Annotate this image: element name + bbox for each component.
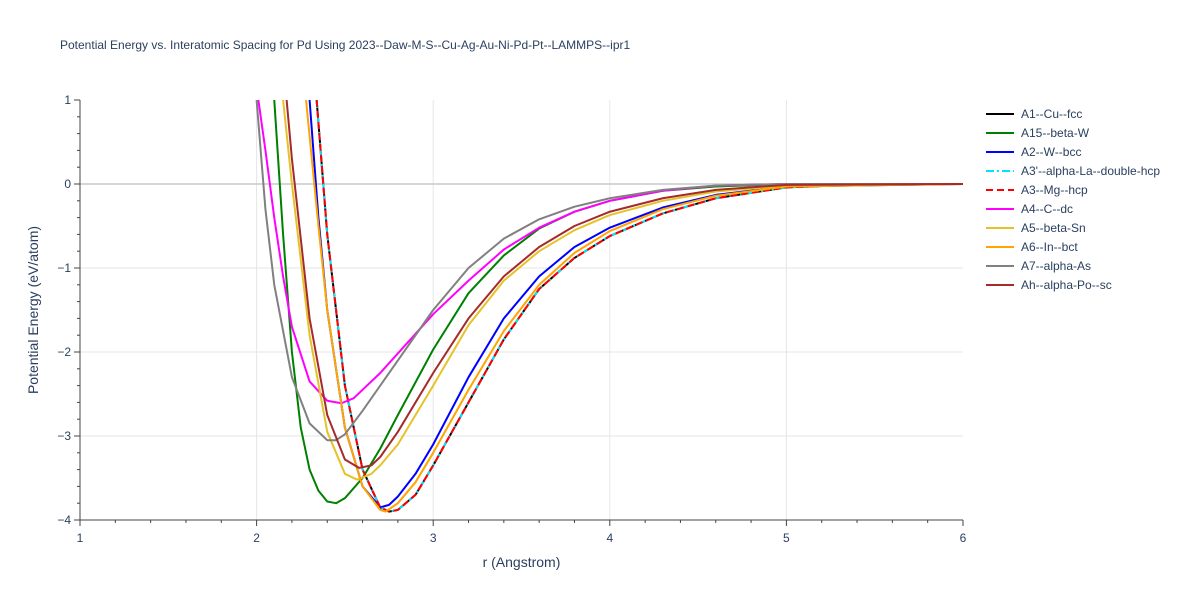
legend-item[interactable]: A6--In--bct [980, 237, 1160, 256]
legend-item[interactable]: A2--W--bcc [980, 142, 1160, 161]
axes [79, 100, 963, 521]
legend-label: A5--beta-Sn [1021, 220, 1086, 235]
legend-item[interactable]: A3--Mg--hcp [980, 180, 1160, 199]
series-line [315, 100, 963, 513]
grid [80, 100, 963, 520]
legend-item[interactable]: A3'--alpha-La--double-hcp [980, 161, 1160, 180]
series-line [255, 100, 963, 442]
legend-label: A3--Mg--hcp [1021, 182, 1088, 197]
legend-label: Ah--alpha-Po--sc [1021, 277, 1112, 292]
legend-label: A2--W--bcc [1021, 144, 1082, 159]
x-tick-label: 2 [253, 531, 260, 545]
legend-swatch [986, 283, 1014, 286]
legend-item[interactable]: A7--alpha-As [980, 256, 1160, 275]
x-tick-label: 5 [783, 531, 790, 545]
legend-label: A3'--alpha-La--double-hcp [1021, 163, 1161, 178]
y-tick-label: 1 [64, 93, 71, 107]
x-tick-label: 4 [606, 531, 613, 545]
legend-swatch [986, 169, 1014, 172]
series-lines [255, 100, 963, 513]
y-tick-label: −1 [57, 261, 71, 275]
legend-item[interactable]: Ah--alpha-Po--sc [980, 275, 1160, 294]
legend-item[interactable]: A5--beta-Sn [980, 218, 1160, 237]
y-tick-label: −3 [57, 429, 71, 443]
legend: A1--Cu--fcc A15--beta-W A2--W--bcc A3'--alp… [980, 104, 1160, 294]
series-line [315, 100, 963, 513]
y-axis-ticks: 1 0 −1 −2 −3 −4 [57, 93, 80, 527]
legend-label: A1--Cu--fcc [1021, 106, 1083, 121]
series-line [315, 100, 963, 513]
chart-title: Potential Energy vs. Interatomic Spacing… [60, 38, 631, 52]
y-axis-label: Potential Energy (eV/atom) [25, 225, 41, 395]
series-line [305, 100, 963, 513]
y-tick-label: −4 [57, 513, 71, 527]
legend-label: A7--alpha-As [1021, 258, 1092, 273]
series-line [285, 100, 963, 469]
legend-item[interactable]: A15--beta-W [980, 123, 1160, 142]
y-tick-label: −2 [57, 345, 71, 359]
legend-label: A6--In--bct [1021, 239, 1078, 254]
legend-label: A4--C--dc [1021, 201, 1074, 216]
legend-swatch [986, 226, 1014, 229]
legend-swatch [986, 207, 1014, 210]
legend-swatch [986, 131, 1014, 134]
series-line [273, 100, 963, 505]
legend-swatch [986, 188, 1014, 191]
y-tick-label: 0 [64, 177, 71, 191]
series-line [282, 100, 963, 481]
legend-swatch [986, 150, 1014, 153]
x-axis-ticks: 1 2 3 4 5 6 [77, 520, 967, 545]
x-tick-label: 1 [77, 531, 84, 545]
series-line [257, 100, 963, 405]
legend-swatch [986, 264, 1014, 267]
series-line [308, 100, 963, 509]
legend-label: A15--beta-W [1021, 125, 1090, 140]
x-axis-label: r (Angstrom) [482, 554, 561, 570]
legend-swatch [986, 245, 1014, 248]
legend-swatch [986, 112, 1014, 115]
legend-item[interactable]: A4--C--dc [980, 199, 1160, 218]
x-tick-label: 6 [960, 531, 967, 545]
x-tick-label: 3 [430, 531, 437, 545]
legend-item[interactable]: A1--Cu--fcc [980, 104, 1160, 123]
